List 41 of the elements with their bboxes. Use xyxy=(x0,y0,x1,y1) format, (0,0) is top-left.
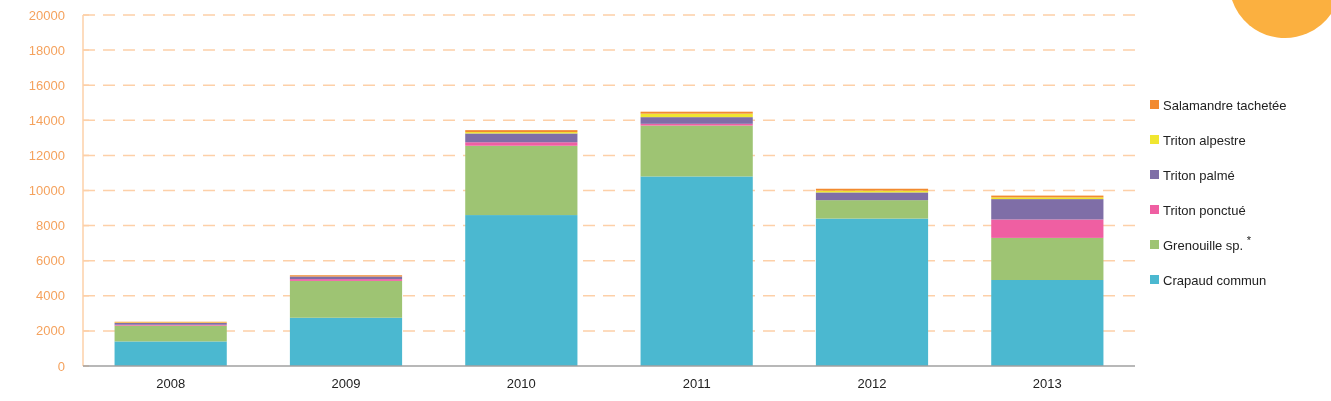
y-tick-label: 10000 xyxy=(28,183,65,199)
legend-label: Triton palmé xyxy=(1163,167,1235,183)
y-tick-label: 6000 xyxy=(36,253,65,269)
bar xyxy=(815,218,929,366)
bar xyxy=(991,219,1104,238)
bar xyxy=(640,117,753,124)
y-tick-label: 20000 xyxy=(28,7,65,23)
bar xyxy=(465,145,578,216)
x-tick-label: 2010 xyxy=(506,376,536,391)
y-tick-label: 0 xyxy=(57,358,65,374)
bar xyxy=(289,317,403,366)
y-tick-label: 18000 xyxy=(28,42,65,58)
legend-label: Grenouille sp. $^{*}$ xyxy=(1163,233,1252,253)
y-tick-label: 16000 xyxy=(28,77,65,93)
x-tick-label: 2012 xyxy=(857,376,887,391)
bar xyxy=(991,237,1104,281)
bar xyxy=(815,192,929,201)
bar xyxy=(991,280,1104,366)
bar xyxy=(114,341,227,366)
bar xyxy=(640,125,753,177)
y-tick-label: 2000 xyxy=(36,323,65,339)
legend-label: Salamandre tachetée xyxy=(1163,97,1287,113)
x-tick-label: 2008 xyxy=(156,376,186,391)
bar xyxy=(815,200,929,219)
bar xyxy=(289,280,403,318)
bar xyxy=(114,325,227,342)
y-tick-label: 12000 xyxy=(28,147,65,163)
legend-label: Triton alpestre xyxy=(1163,132,1246,148)
bar xyxy=(640,176,753,366)
bar xyxy=(991,199,1104,220)
bar xyxy=(465,215,578,366)
bar xyxy=(465,133,578,143)
y-tick-label: 8000 xyxy=(36,218,65,234)
legend-label: Triton ponctué xyxy=(1163,202,1246,218)
legend-label: Crapaud commun xyxy=(1163,272,1267,288)
bar xyxy=(465,142,578,146)
y-tick-label: 4000 xyxy=(36,288,65,304)
x-tick-label: 2009 xyxy=(331,376,361,391)
y-tick-label: 14000 xyxy=(28,112,65,128)
x-tick-label: 2011 xyxy=(682,376,711,391)
x-tick-label: 2013 xyxy=(1032,376,1062,391)
